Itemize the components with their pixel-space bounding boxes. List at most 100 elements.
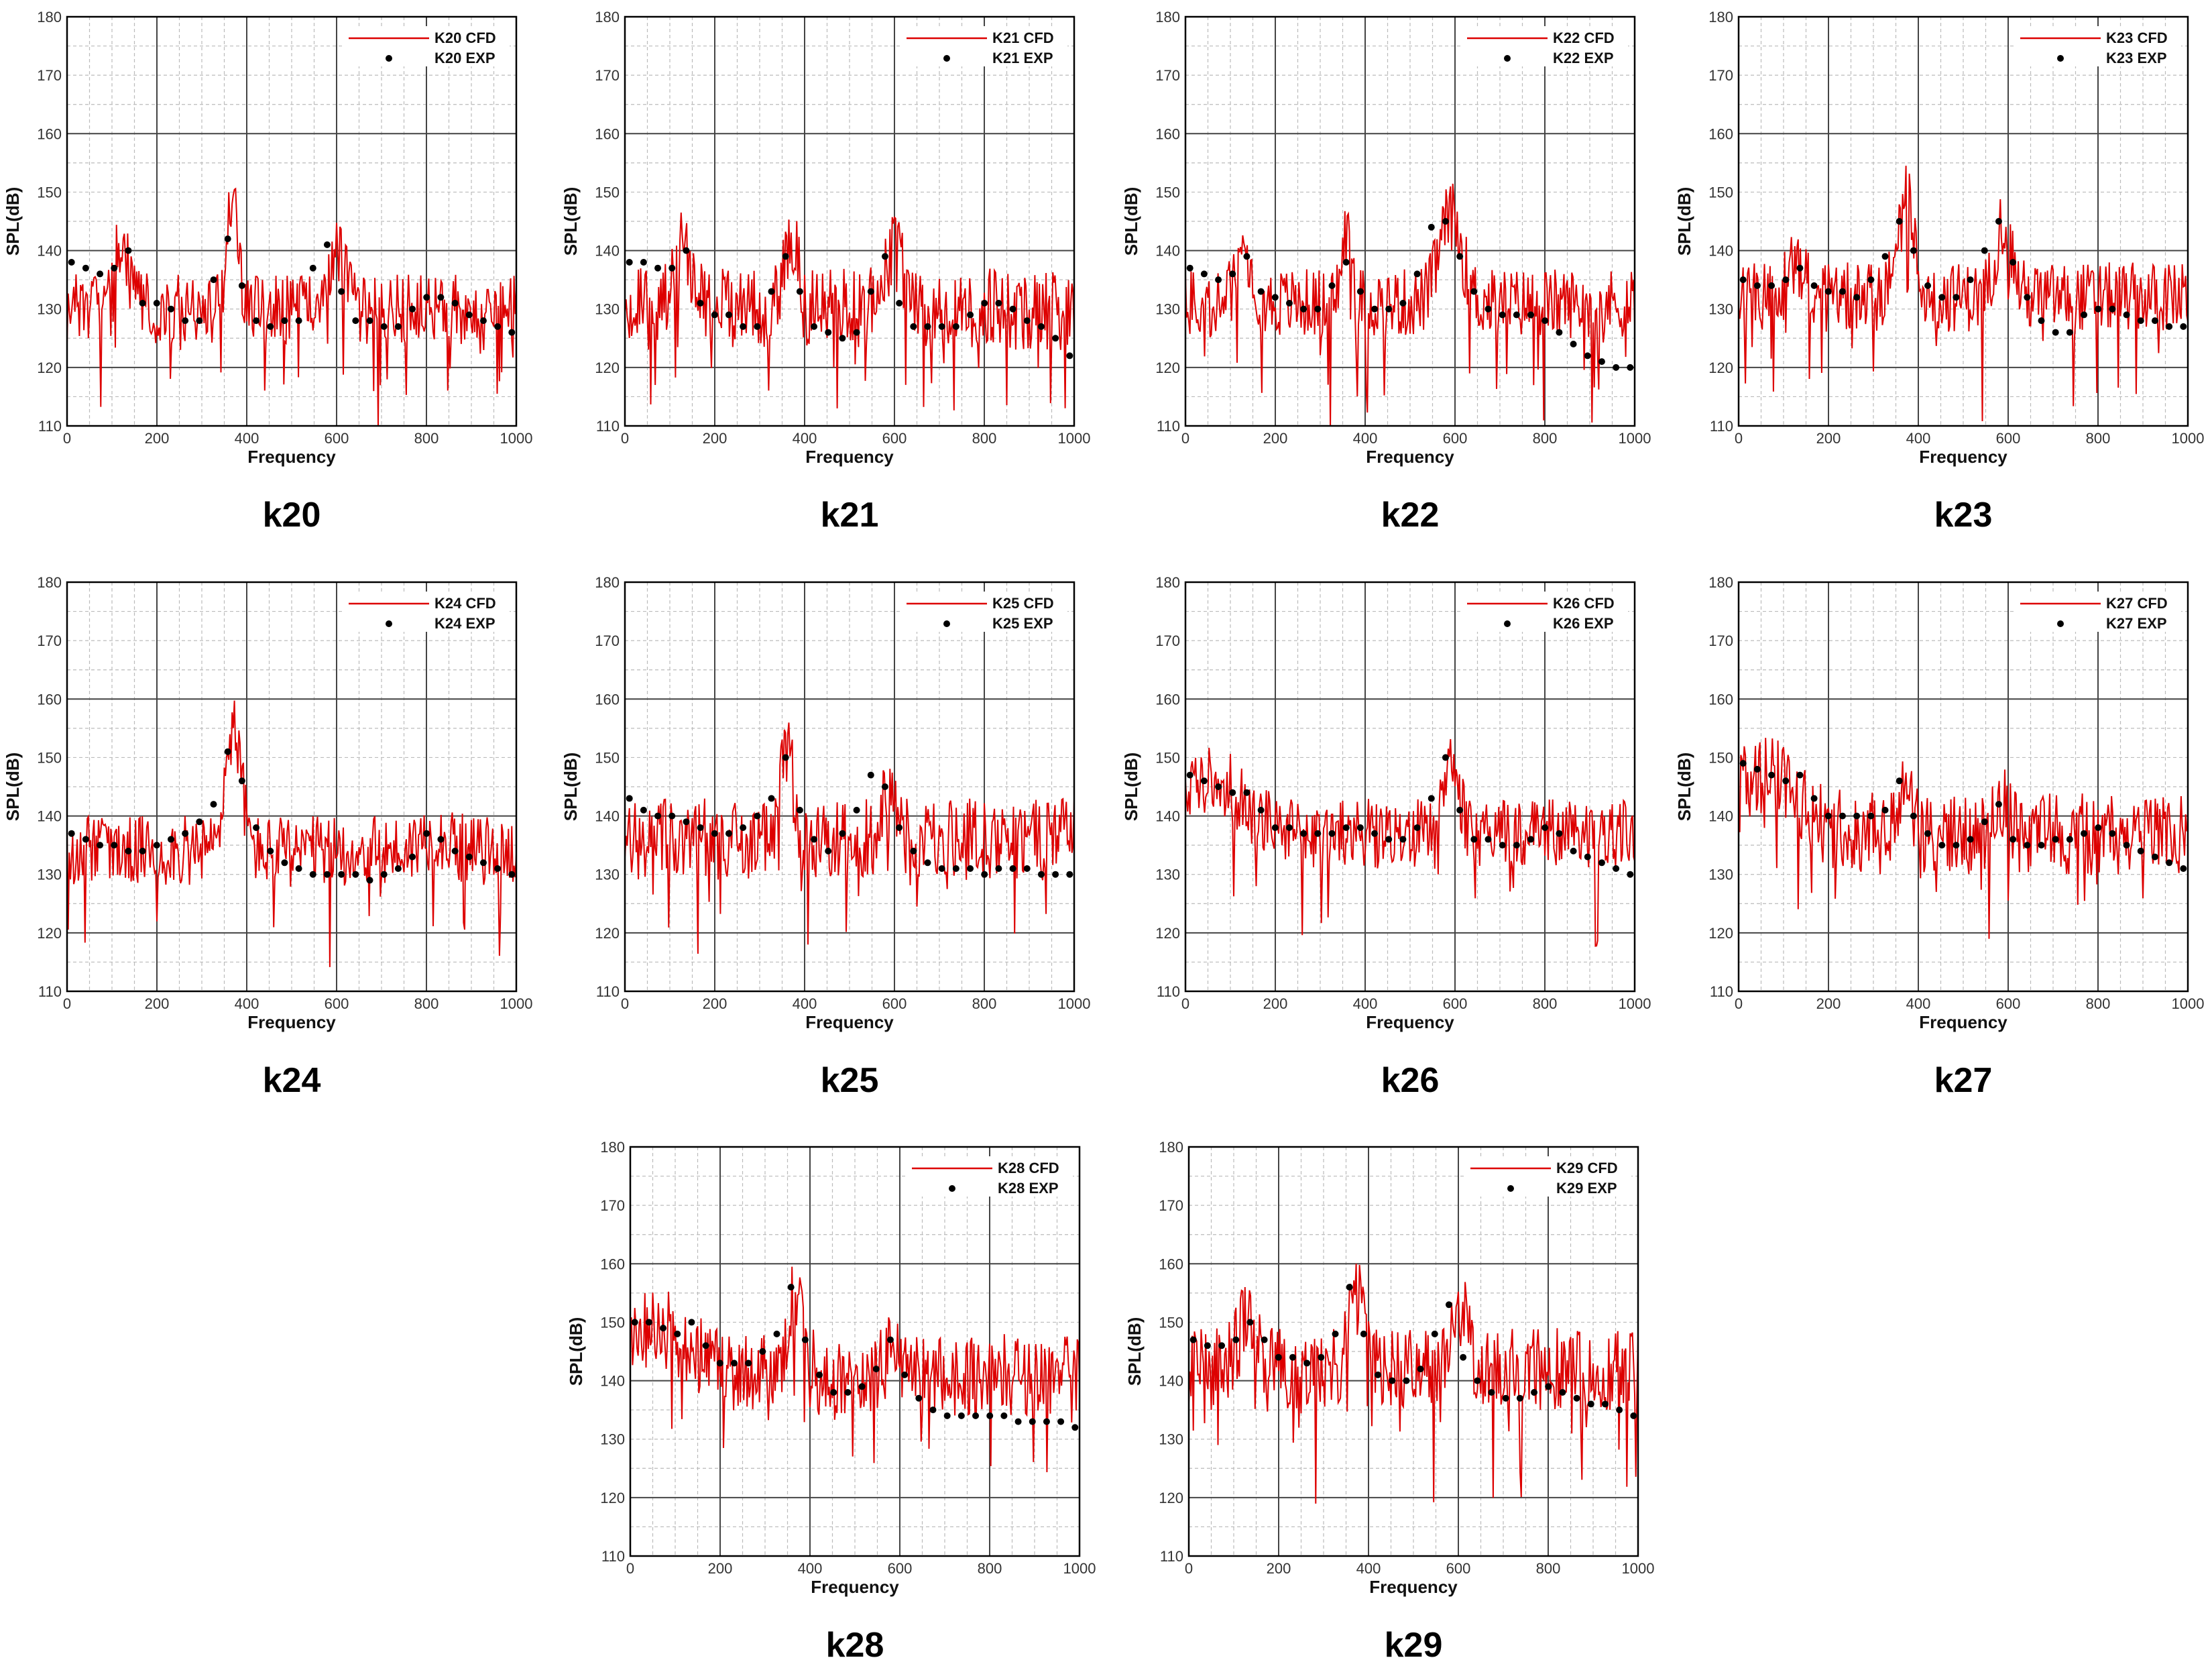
y-tick-label: 130 <box>1708 301 1733 318</box>
exp-data-point <box>1630 1412 1637 1419</box>
y-tick-label: 120 <box>1708 359 1733 376</box>
x-tick-label: 800 <box>1533 995 1558 1012</box>
y-axis-title: SPL(dB) <box>3 753 23 822</box>
chart-panel-k23: 0 200 400 600 800 1000 110 120 130 140 150 160 170 18… <box>1674 9 2204 535</box>
x-tick-label: 800 <box>972 995 997 1012</box>
exp-data-point <box>1300 830 1307 837</box>
chart-panel-k21: 0 200 400 600 800 1000 110 120 130 140 150 160 170 18… <box>561 9 1090 535</box>
x-tick-label: 400 <box>1353 995 1378 1012</box>
exp-data-point <box>967 865 974 872</box>
plot-frame <box>66 15 518 427</box>
x-tick-label: 1000 <box>2172 430 2205 447</box>
exp-data-point <box>1556 329 1563 336</box>
chart-panel-k27: 0 200 400 600 800 1000 110 120 130 140 150 160 170 18… <box>1674 574 2204 1100</box>
chart-panel-k24: 0 200 400 600 800 1000 110 120 130 140 150 160 170 18… <box>3 574 532 1100</box>
exp-data-point <box>1796 771 1804 779</box>
exp-data-point <box>787 1284 795 1291</box>
exp-data-point <box>479 859 487 867</box>
exp-data-point <box>1066 352 1073 359</box>
y-tick-label: 140 <box>1159 1373 1183 1390</box>
y-tick-label: 140 <box>595 243 620 260</box>
y-tick-label: 170 <box>1708 632 1733 649</box>
exp-data-point <box>1029 1418 1036 1425</box>
exp-data-point <box>338 288 345 295</box>
exp-data-point <box>1014 1418 1022 1425</box>
y-tick-label: 120 <box>595 925 620 942</box>
chart-caption: k23 <box>1934 496 1993 535</box>
exp-data-point <box>68 259 75 266</box>
exp-data-point <box>1739 276 1747 284</box>
x-tick-label: 600 <box>1443 430 1468 447</box>
exp-data-point <box>825 329 832 336</box>
y-tick-label: 150 <box>1159 1314 1183 1331</box>
x-tick-label: 800 <box>414 995 439 1012</box>
y-tick-label: 180 <box>1155 574 1180 591</box>
exp-data-point <box>479 317 487 325</box>
legend-box <box>905 1156 1073 1197</box>
exp-data-point <box>1938 294 1946 301</box>
exp-data-point <box>82 836 89 843</box>
exp-data-point <box>82 264 89 272</box>
y-tick-label: 180 <box>600 1139 625 1156</box>
exp-data-point <box>2180 865 2187 872</box>
x-tick-label: 200 <box>1263 995 1288 1012</box>
exp-data-point <box>986 1412 994 1419</box>
exp-data-point <box>1853 812 1861 820</box>
x-tick-label: 600 <box>325 995 349 1012</box>
exp-data-point <box>1000 1412 1008 1419</box>
plot-frame <box>1737 581 2189 993</box>
y-tick-label: 120 <box>1159 1490 1183 1506</box>
y-tick-label: 150 <box>600 1314 625 1331</box>
exp-data-point <box>494 865 502 872</box>
legend-exp-label: K27 EXP <box>2106 615 2167 632</box>
exp-data-point <box>167 836 174 843</box>
exp-data-point <box>253 317 260 325</box>
exp-data-point <box>1456 806 1464 814</box>
x-tick-label: 800 <box>978 1560 1002 1577</box>
y-axis-title: SPL(dB) <box>561 187 581 256</box>
exp-data-point <box>1541 824 1549 831</box>
y-tick-label: 110 <box>601 1548 625 1565</box>
legend-cfd-label: K25 CFD <box>992 595 1054 612</box>
y-tick-label: 180 <box>37 574 62 591</box>
cfd-series-line <box>624 212 1075 410</box>
exp-data-point <box>182 317 189 325</box>
exp-data-point <box>654 812 662 820</box>
exp-data-point <box>924 323 931 330</box>
exp-data-point <box>1314 305 1322 313</box>
exp-data-point <box>1924 282 1932 289</box>
exp-data-point <box>1218 1342 1226 1349</box>
plot-frame <box>624 15 1075 427</box>
x-tick-label: 200 <box>145 430 170 447</box>
exp-data-point <box>1499 842 1506 849</box>
exp-data-point <box>1385 305 1393 313</box>
legend-exp-swatch <box>1507 1185 1514 1192</box>
x-tick-label: 600 <box>1443 995 1468 1012</box>
cfd-series-line <box>1185 738 1635 947</box>
exp-data-point <box>68 830 75 837</box>
exp-data-point <box>2137 847 2144 854</box>
y-tick-label: 140 <box>1155 243 1180 260</box>
exp-data-point <box>830 1389 837 1396</box>
x-tick-label: 1000 <box>1063 1560 1096 1577</box>
exp-data-point <box>1375 1371 1382 1378</box>
exp-data-point <box>1584 352 1591 359</box>
exp-data-point <box>1037 323 1045 330</box>
exp-data-point <box>1995 801 2002 808</box>
exp-data-point <box>716 1360 723 1367</box>
exp-data-point <box>640 259 647 266</box>
exp-data-point <box>910 847 917 854</box>
legend-exp-swatch <box>386 620 392 627</box>
exp-data-point <box>2010 836 2017 843</box>
exp-data-point <box>924 859 931 867</box>
exp-data-point <box>740 323 747 330</box>
y-axis-title: SPL(dB) <box>1121 187 1141 256</box>
exp-data-point <box>1613 364 1620 371</box>
y-tick-label: 130 <box>37 867 62 883</box>
y-tick-label: 120 <box>595 359 620 376</box>
exp-data-point <box>1071 1424 1079 1431</box>
exp-data-point <box>674 1330 681 1337</box>
exp-data-point <box>2066 836 2073 843</box>
exp-data-point <box>1527 311 1535 319</box>
y-tick-label: 110 <box>1710 418 1733 435</box>
